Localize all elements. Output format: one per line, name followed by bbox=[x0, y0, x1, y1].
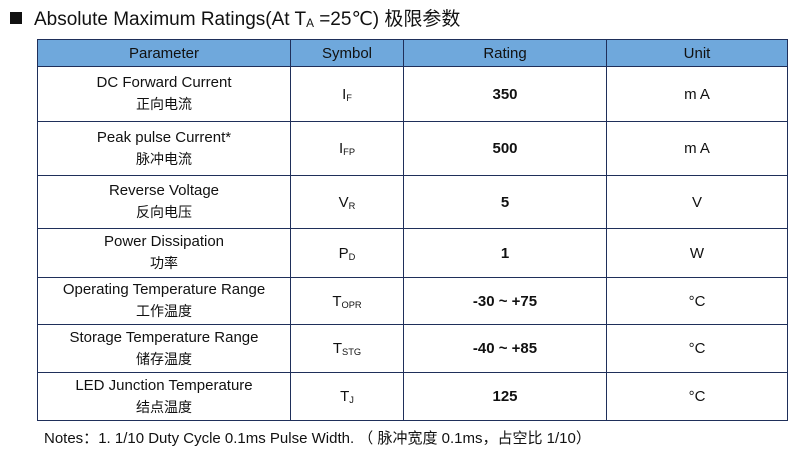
symbol-sub: OPR bbox=[341, 299, 362, 310]
unit: V bbox=[606, 175, 788, 229]
symbol-sub: F bbox=[346, 92, 352, 103]
parameter-cell: Operating Temperature Range 工作温度 bbox=[37, 277, 291, 325]
unit: m A bbox=[606, 66, 788, 122]
rating: 125 bbox=[403, 372, 607, 421]
parameter-cell: Storage Temperature Range 储存温度 bbox=[37, 324, 291, 373]
symbol-cell: TSTG bbox=[290, 324, 404, 373]
symbol-sub: D bbox=[348, 251, 356, 262]
rating: -30 ~ +75 bbox=[403, 277, 607, 325]
parameter: Operating Temperature Range bbox=[62, 281, 266, 298]
table-row: Peak pulse Current* 脉冲电流 IFP 500 m A bbox=[37, 121, 788, 176]
unit: °C bbox=[606, 324, 788, 373]
column-header: Unit bbox=[606, 39, 788, 67]
table-body: DC Forward Current 正向电流 IF 350 m A Peak pulse… bbox=[37, 66, 788, 421]
unit: W bbox=[606, 228, 788, 278]
unit: °C bbox=[606, 277, 788, 325]
symbol-sub: FP bbox=[343, 147, 356, 157]
title-sub: A bbox=[306, 17, 314, 30]
rating: -40 ~ +85 bbox=[403, 324, 607, 373]
rating: 350 bbox=[403, 66, 607, 122]
symbol-cell: IFP bbox=[290, 121, 404, 176]
parameter: DC Forward Current bbox=[96, 74, 232, 91]
symbol: P bbox=[338, 244, 349, 262]
table-row: Storage Temperature Range 储存温度 TSTG -40 ~ +… bbox=[37, 324, 788, 373]
parameter-cn: 储存温度 bbox=[136, 350, 192, 367]
table-row: Reverse Voltage 反向电压 VR 5 V bbox=[37, 175, 788, 229]
table-row: LED Junction Temperature 结点温度 TJ 125 °C bbox=[37, 372, 788, 421]
notes: Notes：1. 1/10 Duty Cycle 0.1ms Pulse Wid… bbox=[44, 427, 591, 448]
symbol-cell: TOPR bbox=[290, 277, 404, 325]
symbol-sub: STG bbox=[342, 347, 362, 357]
parameter-cn: 工作温度 bbox=[136, 303, 192, 319]
table-row: Operating Temperature Range 工作温度 TOPR -30 ~… bbox=[37, 277, 788, 325]
unit: m A bbox=[606, 121, 788, 176]
symbol-sub: R bbox=[348, 200, 356, 211]
symbol: I bbox=[342, 85, 347, 103]
parameter: Peak pulse Current* bbox=[96, 128, 232, 146]
parameter-cell: DC Forward Current 正向电流 bbox=[37, 66, 291, 122]
symbol-sub: J bbox=[349, 395, 354, 405]
rating: 500 bbox=[403, 121, 607, 176]
parameter: Power Dissipation bbox=[103, 233, 225, 250]
table-row: Power Dissipation 功率 PD 1 W bbox=[37, 228, 788, 278]
parameter-cn: 正向电流 bbox=[136, 96, 192, 112]
symbol-cell: IF bbox=[290, 66, 404, 122]
symbol: T bbox=[332, 340, 343, 357]
title-text: Absolute Maximum Ratings(At T bbox=[34, 9, 307, 30]
ratings-table: Parameter Symbol Rating Unit DC Forward Cur… bbox=[37, 39, 788, 421]
parameter-cn: 结点温度 bbox=[136, 398, 192, 415]
parameter-cell: Reverse Voltage 反向电压 bbox=[37, 175, 291, 229]
title: Absolute Maximum Ratings(At TA =25℃) 极限参… bbox=[10, 4, 460, 31]
column-header: Parameter bbox=[37, 39, 291, 67]
parameter-cell: Peak pulse Current* 脉冲电流 bbox=[37, 121, 291, 176]
bullet bbox=[10, 12, 22, 24]
column-header: Symbol bbox=[290, 39, 404, 67]
parameter-cell: Power Dissipation 功率 bbox=[37, 228, 291, 278]
table-row: DC Forward Current 正向电流 IF 350 m A bbox=[37, 66, 788, 122]
title-text: =25℃) 极限参数 bbox=[313, 9, 461, 30]
column-header: Rating bbox=[403, 39, 607, 67]
symbol-cell: VR bbox=[290, 175, 404, 229]
symbol: V bbox=[338, 193, 349, 211]
unit: °C bbox=[606, 372, 788, 421]
notes-text: 1. 1/10 Duty Cycle 0.1ms Pulse Width. （ … bbox=[98, 430, 591, 447]
parameter: Reverse Voltage bbox=[108, 182, 220, 199]
parameter-cell: LED Junction Temperature 结点温度 bbox=[37, 372, 291, 421]
symbol-cell: TJ bbox=[290, 372, 404, 421]
symbol: T bbox=[340, 388, 350, 405]
symbol: T bbox=[332, 292, 342, 310]
parameter: Storage Temperature Range bbox=[69, 328, 259, 346]
rating: 5 bbox=[403, 175, 607, 229]
parameter-cn: 反向电压 bbox=[136, 204, 192, 220]
header-row: Parameter Symbol Rating Unit bbox=[37, 39, 788, 67]
symbol-cell: PD bbox=[290, 228, 404, 278]
symbol: I bbox=[338, 140, 344, 157]
parameter-cn: 功率 bbox=[150, 255, 178, 271]
rating: 1 bbox=[403, 228, 607, 278]
parameter: LED Junction Temperature bbox=[75, 376, 253, 394]
parameter-cn: 脉冲电流 bbox=[136, 150, 192, 167]
notes-label: Notes： bbox=[44, 430, 99, 447]
